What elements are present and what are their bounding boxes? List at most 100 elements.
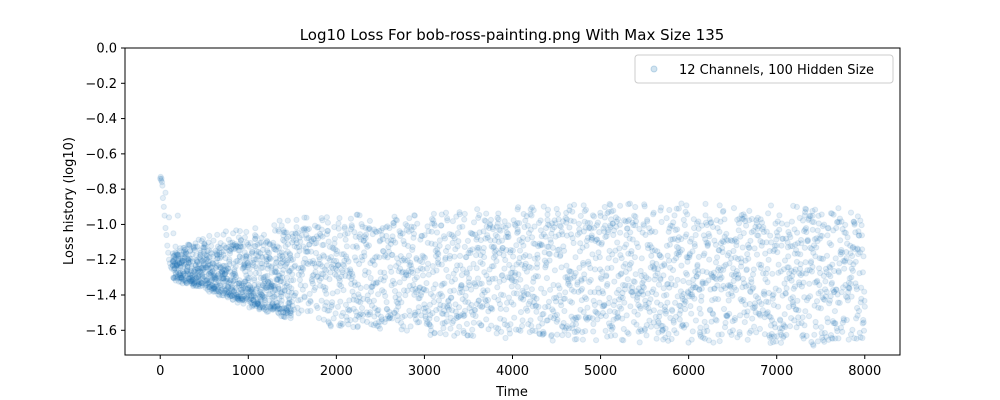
data-point — [190, 280, 198, 287]
data-point — [813, 244, 820, 251]
data-point — [202, 251, 209, 258]
data-point — [563, 262, 570, 269]
data-point — [225, 288, 232, 295]
data-point — [185, 260, 192, 267]
data-point — [184, 263, 191, 270]
x-axis-label: Time — [495, 385, 528, 400]
data-point — [540, 330, 548, 337]
data-point — [455, 238, 462, 245]
data-point — [698, 285, 705, 292]
data-point — [203, 277, 210, 284]
data-point — [748, 279, 755, 286]
data-point — [665, 257, 673, 264]
data-point — [169, 262, 176, 269]
data-point — [183, 267, 190, 275]
data-point — [222, 244, 229, 251]
data-point — [170, 266, 177, 273]
data-point — [223, 292, 231, 299]
data-point — [170, 258, 177, 265]
data-point — [356, 212, 363, 219]
data-point — [785, 253, 792, 260]
data-point — [188, 277, 195, 285]
data-point — [175, 272, 182, 279]
data-point — [442, 209, 450, 216]
data-point — [610, 207, 617, 214]
data-point — [664, 299, 671, 306]
data-point — [177, 245, 184, 252]
data-point — [200, 265, 207, 273]
data-point — [547, 286, 554, 293]
data-point — [211, 288, 218, 295]
data-point — [647, 296, 654, 303]
data-point — [197, 252, 204, 259]
data-point — [173, 275, 181, 282]
data-point — [187, 274, 194, 281]
data-point — [289, 256, 297, 263]
data-point — [233, 287, 240, 294]
data-point — [206, 254, 213, 261]
data-point — [186, 260, 193, 267]
data-point — [431, 329, 438, 336]
data-point — [462, 292, 469, 300]
data-point — [194, 259, 201, 266]
data-point — [324, 227, 331, 234]
data-point — [636, 339, 643, 346]
data-point — [663, 215, 670, 222]
data-point — [624, 276, 631, 283]
data-point — [162, 189, 169, 196]
data-point — [620, 337, 627, 344]
data-point — [182, 278, 189, 285]
data-point — [220, 289, 227, 297]
data-point — [307, 248, 315, 255]
data-point — [673, 330, 680, 337]
data-point — [643, 332, 650, 339]
data-point — [561, 295, 569, 302]
data-point — [307, 307, 314, 314]
data-point — [191, 268, 198, 275]
data-point — [430, 210, 437, 217]
data-point — [468, 286, 475, 293]
data-point — [199, 272, 206, 280]
data-point — [165, 249, 172, 256]
data-point — [433, 229, 441, 236]
data-point — [431, 222, 438, 229]
data-point — [191, 280, 198, 287]
data-point — [213, 249, 220, 256]
data-point — [523, 268, 531, 275]
data-point — [195, 280, 202, 288]
data-point — [203, 281, 210, 288]
data-point — [721, 216, 728, 223]
data-point — [722, 319, 729, 326]
data-point — [340, 262, 348, 269]
data-point — [396, 279, 403, 286]
data-point — [423, 287, 430, 294]
data-point — [200, 265, 207, 272]
data-point — [178, 274, 185, 281]
data-point — [519, 322, 526, 330]
data-point — [190, 279, 197, 286]
data-point — [516, 220, 523, 227]
data-point — [334, 303, 341, 310]
data-point — [767, 232, 774, 239]
data-point — [170, 257, 177, 264]
data-point — [225, 265, 232, 272]
data-point — [475, 297, 483, 304]
data-point — [464, 237, 471, 244]
data-point — [221, 278, 228, 285]
data-point — [406, 215, 413, 222]
data-point — [208, 286, 215, 293]
data-point — [197, 279, 204, 287]
data-point — [305, 225, 312, 232]
data-point — [225, 243, 232, 250]
data-point — [178, 276, 185, 283]
data-point — [570, 239, 577, 247]
data-point — [173, 262, 180, 269]
data-point — [293, 224, 300, 231]
data-point — [180, 270, 187, 277]
data-point — [376, 325, 384, 332]
data-point — [565, 331, 572, 339]
data-point — [689, 248, 696, 255]
data-point — [190, 271, 197, 278]
data-point — [158, 179, 166, 186]
data-point — [157, 173, 164, 180]
